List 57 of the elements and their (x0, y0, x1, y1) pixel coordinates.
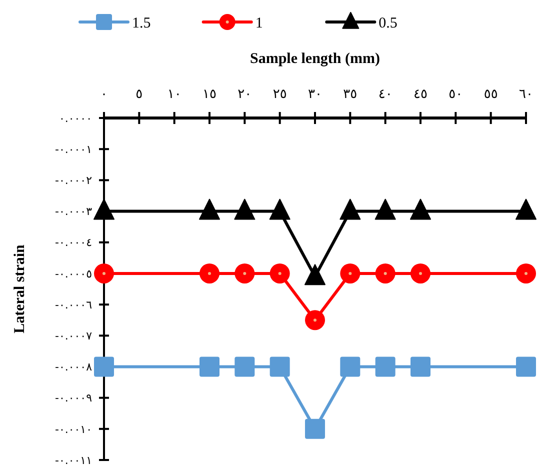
x-tick-label: ٢٥ (272, 87, 287, 102)
point (340, 263, 360, 284)
point (516, 263, 536, 284)
point (305, 310, 325, 330)
point (375, 263, 396, 284)
x-tick-label: ٥ (136, 87, 143, 102)
x-axis-title: Sample length (mm) (250, 51, 380, 67)
point (375, 356, 396, 377)
x-tick-label: ٦٠ (519, 87, 533, 102)
y-tick-label: ٠.٠٠٠٠ (58, 112, 92, 125)
y-tick-label: -٠.٠٠٠٨ (54, 360, 92, 374)
x-tick-label: ٣٠ (308, 87, 322, 102)
x-tick-label: ١٥ (202, 87, 216, 102)
y-tick-label: -٠.٠٠٠٦ (54, 298, 92, 312)
point (340, 356, 360, 377)
x-tick-label: ٠ (100, 87, 108, 102)
y-tick-label: -٠.٠٠٠٥ (54, 267, 92, 280)
point (234, 198, 256, 220)
legend-label: 1 (255, 15, 263, 32)
point (304, 264, 326, 286)
y-tick-label: -٠.٠٠١٠ (54, 422, 92, 436)
legend-label: 0.5 (378, 15, 398, 32)
point (94, 198, 114, 220)
point (270, 263, 290, 284)
y-tick-label: -٠.٠٠١١ (54, 454, 92, 467)
point (516, 198, 536, 220)
point (234, 263, 255, 284)
point (94, 356, 114, 377)
point (410, 198, 431, 220)
point (410, 356, 430, 377)
x-tick-label: ٤٥ (414, 87, 428, 102)
point (234, 356, 255, 377)
x-tick-label: ١٠ (167, 87, 182, 102)
point (374, 198, 396, 220)
y-tick-label: -٠.٠٠٠٤ (54, 236, 92, 250)
point (200, 356, 220, 377)
point (199, 198, 220, 220)
point (305, 418, 325, 439)
y-tick-label: -٠.٠٠٠٢ (54, 174, 92, 188)
x-tick-label: ٣٥ (343, 87, 358, 102)
point (269, 198, 290, 220)
point (410, 263, 430, 284)
x-tick-label: ٥٥ (484, 87, 498, 102)
point (340, 198, 361, 220)
y-axis-title: Lateral strain (12, 244, 28, 334)
y-tick-label: -٠.٠٠٠٧ (54, 329, 92, 342)
x-tick-label: ٢٠ (238, 87, 252, 102)
point (94, 263, 114, 284)
y-tick-label: -٠.٠٠٠٩ (54, 392, 92, 405)
y-tick-label: -٠.٠٠٠٣ (54, 205, 92, 218)
point (516, 356, 536, 377)
x-tick-label: ٤٠ (378, 87, 392, 102)
x-tick-label: ٥٠ (448, 87, 463, 102)
legend-label: 1.5 (132, 15, 151, 32)
point (270, 356, 290, 377)
y-tick-label: -٠.٠٠٠١ (54, 142, 92, 156)
point (200, 263, 220, 284)
